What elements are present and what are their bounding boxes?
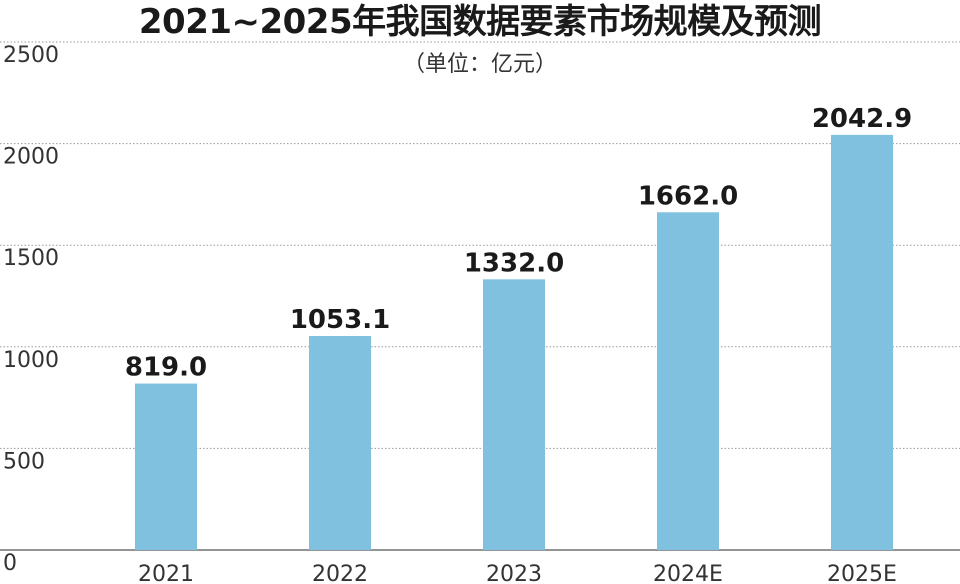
y-tick-label: 1000 [3,348,59,373]
x-tick-label: 2023 [486,562,542,584]
y-tick-label: 2000 [3,145,59,170]
y-tick-label: 1500 [3,246,59,271]
chart-title: 2021~2025年我国数据要素市场规模及预测 [138,2,822,42]
y-tick-label: 0 [3,551,17,576]
bar [657,212,719,550]
data-label: 1662.0 [638,181,738,211]
data-label: 2042.9 [812,104,912,134]
data-label: 1332.0 [464,248,564,278]
x-tick-label: 2025E [827,562,897,584]
bar [483,279,545,550]
bar [309,336,371,550]
x-tick-label: 2022 [312,562,368,584]
bar [135,383,197,550]
x-tick-label: 2024E [653,562,723,584]
data-label: 819.0 [125,353,207,383]
x-tick-label: 2021 [138,562,194,584]
data-label: 1053.1 [290,305,390,335]
y-tick-label: 500 [3,449,45,474]
chart-subtitle: （单位：亿元） [402,52,557,77]
bar [831,134,893,550]
y-tick-label: 2500 [3,43,59,68]
